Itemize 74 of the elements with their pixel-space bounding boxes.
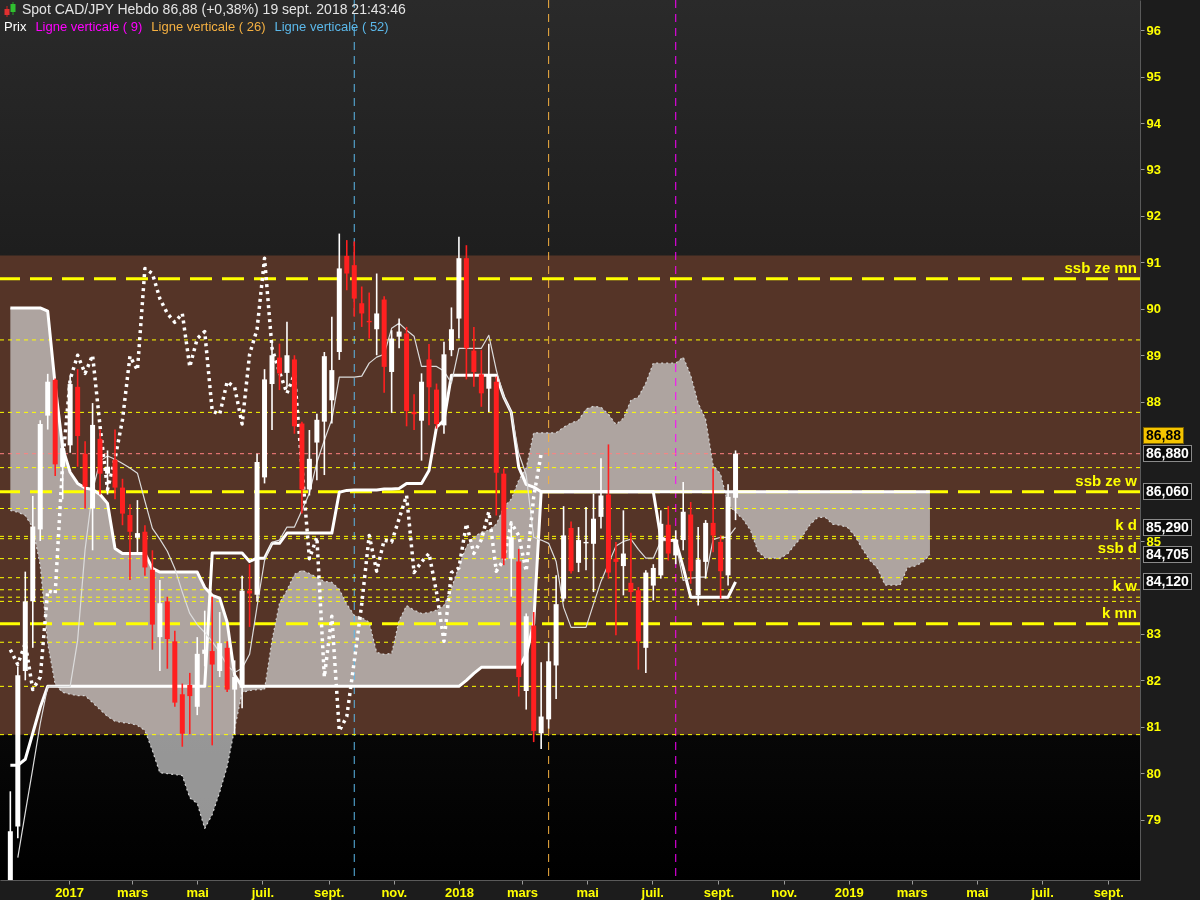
y-tick-label: 82 (1146, 672, 1161, 688)
x-tick-label: mars (896, 884, 928, 900)
ref-line-label: Ligne verticale ( 52) (274, 19, 389, 34)
y-tick-label: 90 (1146, 301, 1161, 317)
candlestick (673, 529, 679, 566)
candlestick (359, 285, 365, 328)
annotation: 85,290 (1143, 519, 1192, 537)
y-tick-label: 81 (1146, 719, 1161, 735)
candlestick (396, 317, 402, 350)
x-tick-label: sept. (1093, 884, 1124, 900)
candlestick (538, 661, 544, 750)
x-tick-label: mai (186, 884, 209, 900)
x-tick-label: juil. (250, 884, 275, 900)
y-tick-label: 83 (1146, 626, 1161, 642)
y-tick-label: 80 (1146, 765, 1161, 781)
annotation: 86,880 (1143, 445, 1192, 463)
annotation: 84,705 (1143, 546, 1192, 564)
candlestick (576, 526, 582, 573)
x-tick-label: 2019 (834, 884, 864, 900)
ref-line-label: k mn (1101, 603, 1137, 621)
y-tick-label: 91 (1146, 254, 1161, 270)
x-tick-label: 2018 (444, 884, 474, 900)
x-tick-label: mars (117, 884, 149, 900)
x-tick-label: mars (506, 884, 538, 900)
candlestick (284, 321, 290, 389)
x-tick-label: sept. (703, 884, 735, 900)
y-tick-label: 96 (1146, 22, 1161, 38)
candlestick (471, 326, 477, 388)
candlestick (620, 509, 626, 597)
candlestick (598, 457, 604, 530)
ref-line-label: k w (1112, 577, 1138, 595)
annotation: 86,060 (1143, 483, 1192, 501)
candlestick (448, 306, 454, 357)
ref-line-label: Ligne verticale ( 9) (35, 19, 143, 34)
y-tick-label: 95 (1146, 69, 1161, 85)
text: Prix (4, 19, 27, 34)
candlestick (202, 609, 208, 668)
y-tick-label: 79 (1146, 812, 1161, 828)
x-tick-label: nov. (771, 884, 797, 900)
candlestick (209, 595, 215, 747)
candlestick (60, 438, 66, 501)
candlestick (613, 541, 619, 637)
ref-line-label: ssb ze mn (1064, 258, 1137, 276)
x-tick-label: mai (576, 884, 599, 900)
candlestick (628, 531, 634, 603)
candlestick (105, 449, 111, 496)
ref-line-label: Ligne verticale ( 26) (151, 19, 266, 34)
y-tick-label: 92 (1146, 208, 1161, 224)
y-tick-label: 89 (1146, 347, 1161, 363)
ref-line-label: ssb d (1097, 538, 1137, 556)
candlestick (314, 412, 320, 481)
annotation: 84,120 (1143, 573, 1192, 591)
candlestick (478, 349, 484, 408)
ref-line-label: ssb ze w (1075, 471, 1138, 489)
candlestick (650, 563, 656, 602)
x-tick-label: juil. (640, 884, 664, 900)
x-tick-label: mai (966, 884, 989, 900)
candlestick (127, 503, 133, 581)
text: 86,88 (1146, 427, 1182, 444)
x-tick-label: nov. (381, 884, 408, 900)
candlestick (374, 272, 380, 357)
chart-title: Spot CAD/JPY Hebdo 86,88 (+0,38%) 19 sept. 2018 21:43:46 (22, 1, 407, 17)
candlestick (344, 239, 350, 292)
y-tick-label: 93 (1146, 162, 1161, 177)
candlestick (710, 467, 716, 553)
candlestick (508, 524, 514, 598)
x-tick-label: 2017 (55, 884, 85, 900)
candlestick (276, 342, 282, 391)
ref-line-label: k d (1115, 516, 1137, 534)
x-tick-label: juil. (1030, 884, 1054, 900)
y-tick-label: 94 (1146, 115, 1162, 131)
y-tick-label: 88 (1146, 394, 1161, 410)
x-tick-label: sept. (313, 884, 345, 900)
candlestick (187, 672, 193, 735)
